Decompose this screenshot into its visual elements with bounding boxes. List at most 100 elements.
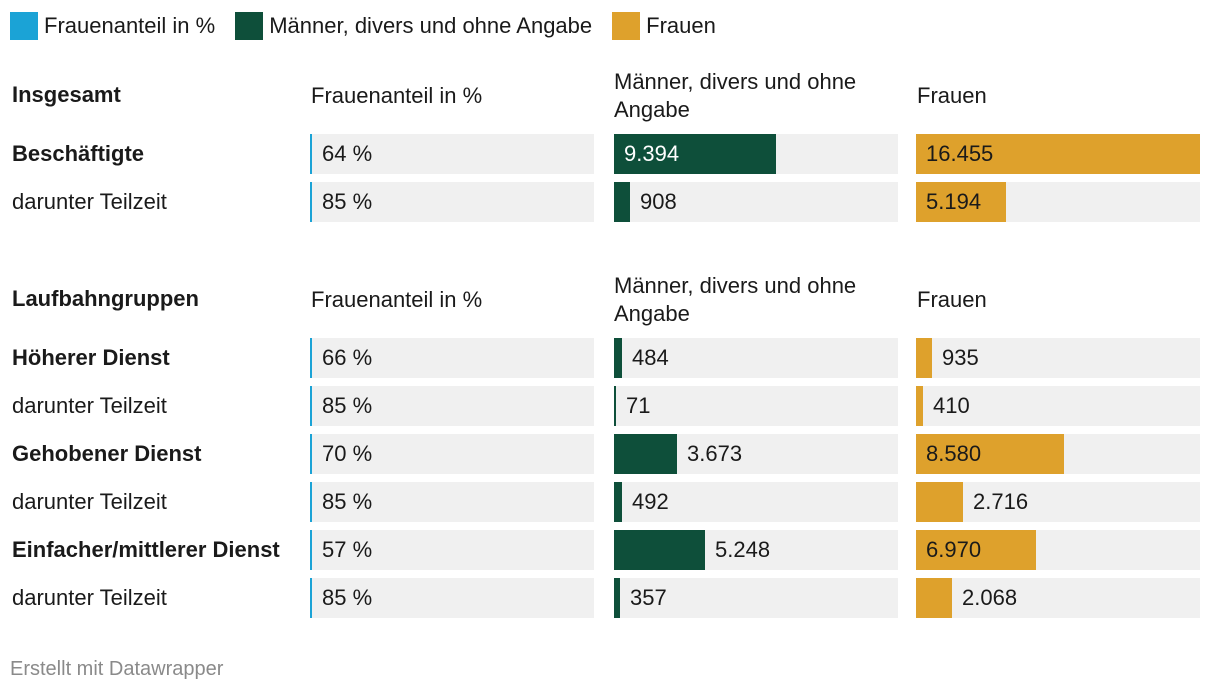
pct-value: 57 % <box>322 537 373 562</box>
men-bar <box>614 482 622 522</box>
women-value: 935 <box>942 345 979 370</box>
men-bar <box>614 530 705 570</box>
men-bar <box>614 182 630 222</box>
women-value: 410 <box>933 393 970 418</box>
men-bar <box>614 434 677 474</box>
pct-marker <box>310 482 312 522</box>
table-row: Höherer Dienst 66 % 484 935 <box>0 338 1220 378</box>
column-header-men: Männer, divers und ohne Angabe <box>614 273 857 326</box>
legend-item-pct: Frauenanteil in % <box>10 12 215 40</box>
women-cell: 935 <box>916 338 1200 378</box>
women-cell: 5.194 <box>916 182 1200 222</box>
women-bar <box>916 182 1006 222</box>
men-cell: 9.394 <box>614 134 898 174</box>
women-bar <box>916 134 1200 174</box>
legend-swatch-pct <box>10 12 38 40</box>
legend-label-pct: Frauenanteil in % <box>44 13 216 38</box>
men-value: 492 <box>632 489 669 514</box>
women-value: 8.580 <box>926 441 982 466</box>
section-title: Laufbahngruppen <box>12 286 199 311</box>
table-row: darunter Teilzeit 85 % 357 2.068 <box>0 578 1220 618</box>
table-row: darunter Teilzeit 85 % 71 410 <box>0 386 1220 426</box>
pct-value: 66 % <box>322 345 373 370</box>
pct-cell: 66 % <box>310 338 594 378</box>
pct-value: 85 % <box>322 489 373 514</box>
legend-swatch-women <box>612 12 641 40</box>
row-label: Höherer Dienst <box>12 345 170 370</box>
legend: Frauenanteil in % Männer, divers und ohn… <box>10 11 736 41</box>
row-label: darunter Teilzeit <box>12 489 167 514</box>
pct-value: 85 % <box>322 393 373 418</box>
column-header-women: Frauen <box>917 83 987 108</box>
women-bar <box>916 434 1064 474</box>
men-cell: 484 <box>614 338 898 378</box>
women-value: 5.194 <box>926 189 982 214</box>
row-label: darunter Teilzeit <box>12 189 167 214</box>
men-bar <box>614 338 622 378</box>
women-cell: 6.970 <box>916 530 1200 570</box>
men-bar <box>614 578 620 618</box>
men-cell: 908 <box>614 182 898 222</box>
women-bar <box>916 482 963 522</box>
column-header-men: Männer, divers und ohne Angabe <box>614 69 857 122</box>
legend-label-men: Männer, divers und ohne Angabe <box>269 13 593 38</box>
section-header: Insgesamt Frauenanteil in % Männer, divers… <box>0 68 1220 128</box>
men-value: 484 <box>632 345 669 370</box>
men-value: 3.673 <box>687 441 743 466</box>
pct-value: 64 % <box>322 141 373 166</box>
pct-marker <box>310 182 312 222</box>
women-cell: 2.716 <box>916 482 1200 522</box>
women-bar <box>916 338 932 378</box>
section-header: Laufbahngruppen Frauenanteil in % Männer, … <box>0 272 1220 332</box>
women-value: 2.716 <box>973 489 1029 514</box>
women-cell: 8.580 <box>916 434 1200 474</box>
men-bar <box>614 134 776 174</box>
women-value: 2.068 <box>962 585 1018 610</box>
legend-swatch-men <box>235 12 264 40</box>
pct-cell: 85 % <box>310 182 594 222</box>
men-cell: 71 <box>614 386 898 426</box>
men-value: 9.394 <box>624 141 680 166</box>
row-label: darunter Teilzeit <box>12 585 167 610</box>
pct-cell: 64 % <box>310 134 594 174</box>
women-value: 6.970 <box>926 537 982 562</box>
pct-marker <box>310 578 312 618</box>
column-header-pct: Frauenanteil in % <box>311 83 483 108</box>
pct-cell: 85 % <box>310 482 594 522</box>
table-row: darunter Teilzeit 85 % 908 5.194 <box>0 182 1220 222</box>
men-bar <box>614 386 616 426</box>
pct-value: 85 % <box>322 189 373 214</box>
legend-item-women: Frauen <box>612 12 716 40</box>
table-row: darunter Teilzeit 85 % 492 2.716 <box>0 482 1220 522</box>
pct-marker <box>310 134 312 174</box>
pct-cell: 85 % <box>310 578 594 618</box>
column-header-pct: Frauenanteil in % <box>311 287 483 312</box>
women-bar <box>916 578 952 618</box>
row-label: Beschäftigte <box>12 141 145 166</box>
pct-cell: 57 % <box>310 530 594 570</box>
pct-marker <box>310 434 312 474</box>
table-row: Beschäftigte 64 % 9.394 16.455 <box>0 134 1220 174</box>
table-row: Gehobener Dienst 70 % 3.673 8.580 <box>0 434 1220 474</box>
pct-cell: 70 % <box>310 434 594 474</box>
pct-value: 70 % <box>322 441 373 466</box>
women-value: 16.455 <box>926 141 994 166</box>
men-cell: 5.248 <box>614 530 898 570</box>
pct-marker <box>310 386 312 426</box>
section-title: Insgesamt <box>12 82 121 107</box>
row-label: darunter Teilzeit <box>12 393 167 418</box>
pct-value: 85 % <box>322 585 373 610</box>
table-row: Einfacher/mittlerer Dienst 57 % 5.248 6.970 <box>0 530 1220 570</box>
legend-label-women: Frauen <box>646 13 716 38</box>
row-label: Einfacher/mittlerer Dienst <box>12 537 280 562</box>
men-cell: 3.673 <box>614 434 898 474</box>
women-bar <box>916 386 923 426</box>
footer-credit[interactable]: Erstellt mit Datawrapper <box>10 658 224 680</box>
men-value: 5.248 <box>715 537 771 562</box>
women-bar <box>916 530 1036 570</box>
pct-marker <box>310 530 312 570</box>
column-header-women: Frauen <box>917 287 987 312</box>
men-value: 357 <box>630 585 667 610</box>
men-cell: 492 <box>614 482 898 522</box>
legend-item-men: Männer, divers und ohne Angabe <box>235 12 592 40</box>
